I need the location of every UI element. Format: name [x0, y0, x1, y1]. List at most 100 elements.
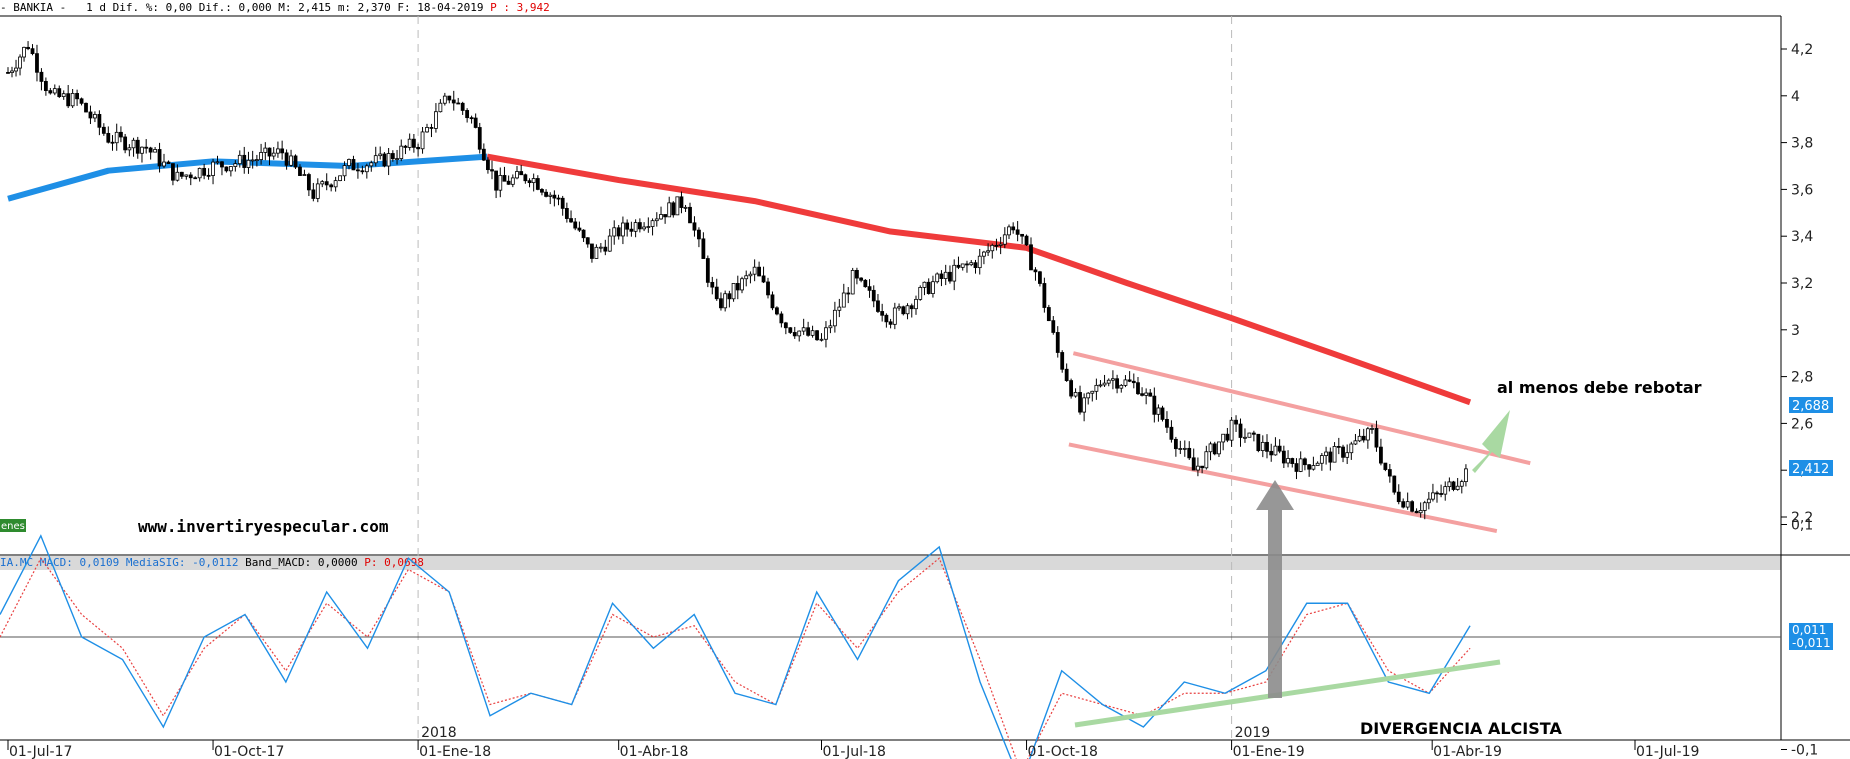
candle-body [298, 166, 302, 176]
svg-text:-0,011: -0,011 [1792, 636, 1831, 650]
candle-body [871, 289, 876, 302]
volume-tag: enes [1, 521, 25, 532]
candle-body [612, 227, 617, 237]
candle-body [744, 275, 749, 280]
candle-body [324, 181, 329, 186]
candle-body [683, 206, 688, 209]
candle-body [710, 281, 715, 288]
candle-body [646, 226, 651, 228]
candle-body [905, 305, 910, 315]
candle-body [837, 306, 842, 311]
candle-body [1238, 423, 1243, 438]
candle-body [735, 283, 740, 291]
candle-body [675, 196, 680, 216]
candle-body [637, 222, 642, 230]
candle-body [502, 175, 507, 182]
candle-body [783, 322, 788, 329]
candle-body [922, 281, 927, 288]
candle-body [425, 127, 429, 133]
candle-body [1098, 384, 1103, 387]
candle-body [952, 264, 957, 282]
candle-body [320, 181, 325, 185]
candle-body [338, 175, 342, 182]
candle-body [723, 293, 728, 309]
candle-body [1144, 392, 1149, 396]
candle-body [766, 281, 770, 296]
candle-body [144, 146, 149, 149]
candle-body [153, 149, 157, 153]
candle-body [598, 246, 603, 249]
candle-body [1217, 441, 1221, 455]
candle-body [206, 174, 211, 177]
candle-body [1200, 465, 1205, 469]
candle-body [1136, 382, 1140, 395]
candle-body [434, 111, 438, 129]
candle-body [356, 169, 360, 172]
candle-body [242, 154, 247, 168]
y-tick-label: 4 [1791, 89, 1800, 105]
candle-body [1078, 392, 1082, 413]
candle-body [775, 307, 779, 315]
candle-body [1256, 433, 1261, 452]
candle-body [14, 67, 18, 72]
candle-body [986, 250, 991, 253]
candle-body [131, 139, 136, 149]
candle-body [127, 147, 132, 151]
candle-body [1178, 448, 1183, 450]
candle-body [271, 152, 276, 157]
candle-body [1131, 380, 1136, 384]
candle-body [788, 327, 793, 333]
candle-body [1015, 229, 1020, 235]
candle-body [1182, 447, 1187, 450]
candle-body [35, 53, 39, 73]
candle-body [1353, 440, 1358, 445]
candle-body [1307, 464, 1312, 470]
candle-body [220, 161, 224, 168]
candle-body [616, 227, 621, 237]
candle-body [1055, 332, 1060, 353]
candle-body [1127, 379, 1132, 382]
candle-body [506, 180, 511, 185]
candle-body [943, 271, 948, 279]
candle-body [93, 114, 97, 119]
candle-body [1221, 433, 1226, 443]
candle-body [481, 148, 486, 161]
candle-body [1156, 407, 1161, 415]
candle-body [119, 131, 123, 138]
candle-body [306, 174, 311, 191]
candle-body [197, 167, 202, 179]
candle-body [1319, 455, 1324, 464]
candle-body [1328, 451, 1333, 463]
candle-body [1082, 397, 1087, 413]
candle-body [420, 131, 425, 150]
candle-body [101, 126, 106, 134]
green-up-arrow [1472, 410, 1510, 473]
candle-body [792, 332, 797, 337]
candle-body [998, 243, 1003, 246]
candle-body [494, 170, 499, 191]
candle-body [859, 277, 864, 281]
candle-body [1298, 458, 1303, 472]
candle-body [510, 177, 515, 185]
candle-body [1225, 433, 1230, 441]
candle-body [1260, 441, 1265, 452]
candle-body [960, 263, 965, 268]
candle-body [1191, 457, 1196, 471]
candle-body [477, 127, 482, 150]
candle-body [1247, 432, 1252, 438]
candle-body [1051, 320, 1056, 333]
candle-body [1187, 447, 1192, 459]
candle-body [233, 163, 238, 167]
candle-body [810, 330, 815, 336]
candle-body [1165, 418, 1169, 428]
candle-body [378, 153, 383, 157]
candle-body [1011, 226, 1016, 231]
candle-body [1459, 481, 1464, 487]
candle-body [797, 330, 802, 337]
candle-body [867, 286, 872, 291]
candle-body [351, 159, 356, 171]
candle-body [1123, 379, 1128, 386]
candle-body [548, 194, 553, 197]
candle-body [451, 99, 456, 104]
